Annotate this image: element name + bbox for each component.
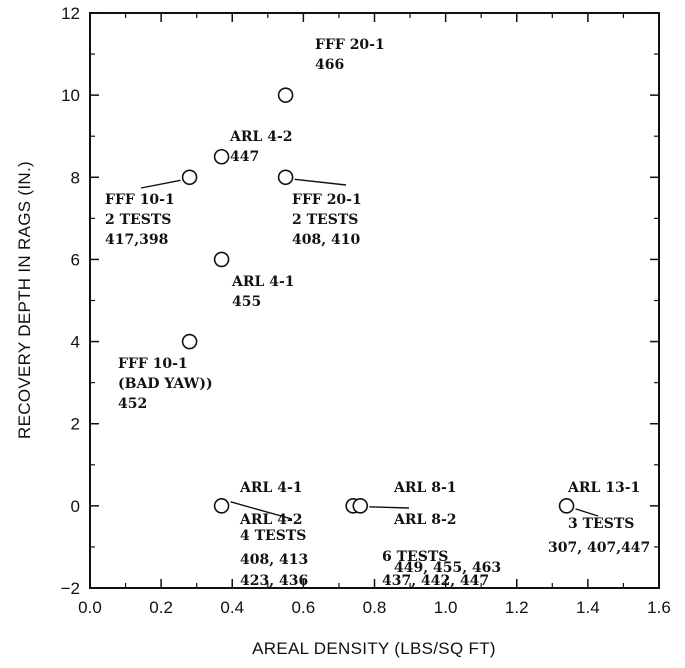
annotation: ARL 4-1 455 bbox=[231, 274, 295, 310]
annotation-line: 449, 455, 463 bbox=[394, 560, 501, 576]
leader-line bbox=[230, 501, 293, 520]
data-point bbox=[277, 87, 294, 103]
annotation-line: ARL 4-1 bbox=[231, 274, 295, 290]
annotation-line: 437, 442, 447 bbox=[382, 573, 489, 589]
tick-marks bbox=[89, 12, 660, 589]
x-tick-label: 0.6 bbox=[292, 598, 316, 617]
annotations: FFF 20-1 466 ARL 4-2 447 FFF 10-1 2 TESTS 417,… bbox=[105, 37, 650, 589]
data-points bbox=[181, 87, 575, 514]
x-tick-label: 0.0 bbox=[78, 598, 102, 617]
leader-line bbox=[140, 179, 181, 189]
y-tick-label: 4 bbox=[71, 333, 80, 352]
annotation-line: FFF 20-1 bbox=[292, 192, 362, 208]
annotation: ARL 13-1 3 TESTS 307, 407,447 bbox=[548, 480, 650, 556]
annotation-line: 4 TESTS bbox=[240, 528, 306, 544]
leader-line bbox=[294, 178, 347, 186]
x-tick-label: 1.0 bbox=[434, 598, 458, 617]
annotation-line: ARL 4-1 bbox=[239, 480, 303, 496]
annotation-line: ARL 4-2 bbox=[229, 129, 293, 145]
tick-labels: 0.0 0.2 0.4 0.6 0.8 1.0 1.2 1.4 1.6 −2 0 2 4 6 8 10 12 bbox=[61, 4, 671, 617]
data-point bbox=[181, 333, 198, 350]
y-tick-label: 2 bbox=[71, 415, 80, 434]
annotation: ARL 4-2 447 bbox=[229, 129, 293, 165]
y-tick-label: 8 bbox=[71, 168, 80, 187]
data-point bbox=[352, 498, 369, 514]
annotation-line: 466 bbox=[315, 57, 344, 73]
annotation-line: 2 TESTS bbox=[292, 212, 358, 228]
y-tick-label: 10 bbox=[61, 86, 80, 105]
annotation: FFF 10-1 (BAD YAW)) 452 bbox=[118, 356, 213, 412]
annotation-line: 408, 413 bbox=[240, 552, 308, 568]
leader-line bbox=[575, 508, 599, 517]
annotation-line: 6 TESTS bbox=[382, 549, 448, 565]
x-axis-label: AREAL DENSITY (LBS/SQ FT) bbox=[252, 639, 496, 658]
leader-lines bbox=[140, 178, 599, 520]
data-point bbox=[213, 148, 230, 165]
annotation-line: FFF 10-1 bbox=[105, 192, 175, 208]
x-tick-label: 0.2 bbox=[149, 598, 173, 617]
annotation-line: 417,398 bbox=[105, 232, 168, 248]
annotation-line: ARL 13-1 bbox=[567, 480, 640, 496]
annotation: FFF 10-1 2 TESTS 417,398 bbox=[105, 192, 175, 248]
data-point bbox=[277, 169, 294, 186]
annotation-line: (BAD YAW)) bbox=[118, 376, 213, 392]
y-tick-label: 0 bbox=[71, 497, 80, 516]
annotation: FFF 20-1 2 TESTS 408, 410 bbox=[292, 192, 362, 248]
annotation: FFF 20-1 466 bbox=[315, 37, 385, 73]
y-tick-label: 6 bbox=[71, 250, 80, 269]
annotation: ARL 4-1 ARL 4-24 TESTS 408, 413 423, 436 bbox=[239, 480, 308, 589]
annotation-line: ARL 4-2 bbox=[239, 512, 303, 528]
annotation-line: FFF 10-1 bbox=[118, 356, 188, 372]
data-point bbox=[213, 498, 230, 514]
x-tick-label: 1.6 bbox=[647, 598, 671, 617]
x-tick-label: 0.4 bbox=[220, 598, 244, 617]
data-point bbox=[213, 251, 230, 268]
annotation-line: FFF 20-1 bbox=[315, 37, 385, 53]
x-tick-label: 0.8 bbox=[363, 598, 387, 617]
y-tick-label: 12 bbox=[61, 4, 80, 23]
leader-line bbox=[369, 506, 410, 509]
x-tick-label: 1.2 bbox=[505, 598, 529, 617]
annotation-line: 423, 436 bbox=[240, 573, 308, 589]
data-point bbox=[181, 169, 198, 186]
plot-frame bbox=[89, 12, 660, 589]
annotation-line: 455 bbox=[232, 294, 261, 310]
annotation-line: 307, 407,447 bbox=[548, 540, 650, 556]
annotation-line: ARL 8-2 bbox=[393, 512, 457, 528]
x-tick-label: 1.4 bbox=[576, 598, 600, 617]
y-tick-label: −2 bbox=[61, 579, 80, 598]
annotation-line: ARL 8-1 bbox=[393, 480, 457, 496]
annotation-line: 3 TESTS bbox=[568, 516, 634, 532]
annotation-line: 2 TESTS bbox=[105, 212, 171, 228]
annotation-line: 408, 410 bbox=[292, 232, 360, 248]
y-axis-label: RECOVERY DEPTH IN RAGS (IN.) bbox=[15, 161, 34, 439]
annotation-line: 447 bbox=[230, 149, 259, 165]
data-point bbox=[558, 498, 575, 514]
annotation-line: 452 bbox=[118, 396, 147, 412]
